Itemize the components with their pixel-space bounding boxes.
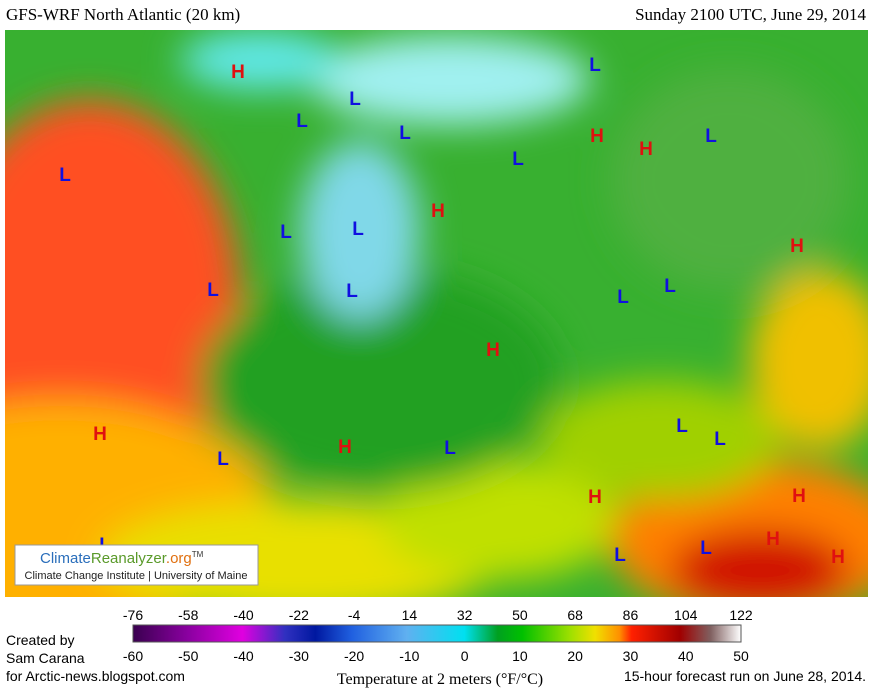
colorbar bbox=[132, 624, 742, 643]
pressure-marker: H bbox=[588, 487, 602, 508]
pressure-marker: L bbox=[444, 438, 456, 459]
pressure-marker: H bbox=[639, 139, 653, 160]
pressure-marker: L bbox=[512, 149, 524, 170]
celsius-tick: -30 bbox=[289, 648, 309, 664]
fahrenheit-tick: -22 bbox=[289, 607, 309, 623]
fahrenheit-tick: -58 bbox=[178, 607, 198, 623]
celsius-tick: -40 bbox=[233, 648, 253, 664]
pressure-marker: L bbox=[664, 276, 676, 297]
fahrenheit-tick: 68 bbox=[567, 607, 583, 623]
pressure-marker: H bbox=[231, 62, 245, 83]
logo-institute: Climate Change Institute | University of… bbox=[25, 570, 248, 582]
legend-caption: Temperature at 2 meters (°F/°C) bbox=[337, 671, 543, 688]
celsius-tick: 40 bbox=[678, 648, 694, 664]
logo-reanalyzer: Reanalyzer bbox=[91, 550, 167, 567]
fahrenheit-tick: 86 bbox=[623, 607, 639, 623]
celsius-tick: 30 bbox=[623, 648, 639, 664]
logo: ClimateReanalyzer.orgTM Climate Change I… bbox=[14, 544, 259, 586]
credit: for Arctic-news.blogspot.com bbox=[6, 668, 185, 684]
fahrenheit-tick: 104 bbox=[674, 607, 698, 623]
pressure-marker: H bbox=[831, 547, 845, 568]
credit: Created by bbox=[6, 632, 74, 648]
logo-org: .org bbox=[166, 550, 192, 567]
map bbox=[5, 30, 868, 597]
title: GFS-WRF North Atlantic (20 km) bbox=[6, 5, 240, 24]
pressure-marker: L bbox=[705, 126, 717, 147]
logo-climate: Climate bbox=[40, 550, 91, 567]
pressure-marker: L bbox=[617, 287, 629, 308]
pressure-marker: L bbox=[217, 449, 229, 470]
pressure-marker: L bbox=[700, 538, 712, 559]
pressure-marker: L bbox=[59, 165, 71, 186]
celsius-tick: -20 bbox=[344, 648, 364, 664]
pressure-marker: L bbox=[676, 416, 688, 437]
pressure-marker: L bbox=[352, 219, 364, 240]
pressure-marker: H bbox=[766, 529, 780, 550]
pressure-marker: L bbox=[589, 55, 601, 76]
celsius-tick: 0 bbox=[461, 648, 469, 664]
credit: Sam Carana bbox=[6, 650, 85, 666]
celsius-tick: -60 bbox=[123, 648, 143, 664]
fahrenheit-tick: 14 bbox=[402, 607, 418, 623]
pressure-marker: H bbox=[486, 340, 500, 361]
pressure-marker: L bbox=[614, 545, 626, 566]
pressure-marker: H bbox=[431, 201, 445, 222]
pressure-marker: L bbox=[280, 222, 292, 243]
logo-tm: TM bbox=[192, 550, 204, 559]
fahrenheit-tick: -76 bbox=[123, 607, 143, 623]
pressure-marker: L bbox=[346, 281, 358, 302]
pressure-marker: L bbox=[296, 111, 308, 132]
pressure-marker: L bbox=[207, 280, 219, 301]
fahrenheit-tick: -4 bbox=[348, 607, 361, 623]
fahrenheit-tick: 32 bbox=[457, 607, 473, 623]
pressure-marker: H bbox=[790, 236, 804, 257]
forecast-note: 15-hour forecast run on June 28, 2014. bbox=[624, 668, 866, 684]
pressure-marker: H bbox=[338, 437, 352, 458]
pressure-marker: H bbox=[93, 424, 107, 445]
celsius-tick: 50 bbox=[733, 648, 749, 664]
pressure-marker: L bbox=[714, 429, 726, 450]
fahrenheit-tick: 122 bbox=[729, 607, 753, 623]
date: Sunday 2100 UTC, June 29, 2014 bbox=[635, 5, 866, 24]
celsius-tick: 10 bbox=[512, 648, 528, 664]
fahrenheit-tick: 50 bbox=[512, 607, 528, 623]
pressure-marker: H bbox=[590, 126, 604, 147]
celsius-tick: 20 bbox=[567, 648, 583, 664]
pressure-marker: H bbox=[792, 486, 806, 507]
celsius-tick: -10 bbox=[399, 648, 419, 664]
logo-text: ClimateReanalyzer.orgTM bbox=[40, 550, 204, 567]
pressure-marker: L bbox=[349, 89, 361, 110]
fahrenheit-tick: -40 bbox=[233, 607, 253, 623]
colorbar-ticks: -76 -58 -40 -22 -4 14 32 50 68 86 104 122 -60 -50 -40 -… bbox=[123, 607, 753, 664]
celsius-tick: -50 bbox=[178, 648, 198, 664]
pressure-marker: L bbox=[399, 123, 411, 144]
